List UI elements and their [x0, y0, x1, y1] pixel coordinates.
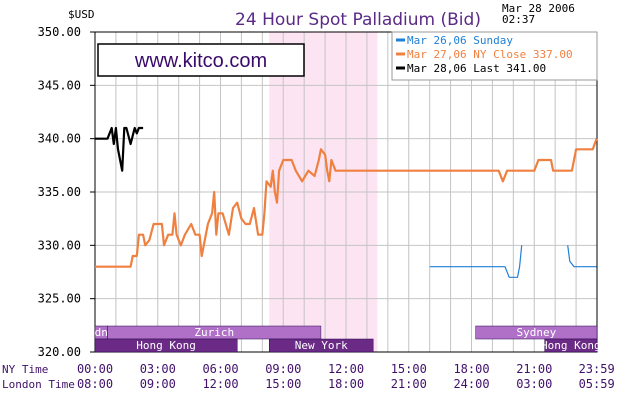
series-layer [95, 126, 598, 278]
x-tick-label-london: 05:59 [579, 377, 615, 391]
y-tick-label: 345.00 [38, 78, 81, 92]
legend-entry: Mar 26,06 Sunday [407, 34, 513, 47]
x-tick-label-ny: 18:00 [453, 362, 489, 376]
legend-entry: Mar 28,06 Last 341.00 [407, 62, 546, 75]
session-label: New York [295, 339, 348, 352]
x-row1-label: NY Time [2, 363, 48, 376]
brand-text: www.kitco.com [134, 50, 267, 72]
legend-box [391, 31, 598, 81]
x-tick-label-ny: 03:00 [140, 362, 176, 376]
session-bar [544, 338, 598, 353]
x-row2-label: London Time [2, 378, 75, 391]
chart-title: 24 Hour Spot Palladium (Bid) [235, 10, 481, 30]
legend-entry: Mar 27,06 NY Close 337.00 [407, 48, 573, 61]
session-bar [475, 325, 598, 340]
x-tick-label-ny: 00:00 [77, 362, 113, 376]
series-line [429, 245, 523, 278]
timestamp-date: Mar 28 2006 [502, 2, 575, 15]
y-tick-labels: 350.00 345.00 340.00 335.00 330.00 325.00 320.… [38, 25, 95, 359]
y-tick-label: 340.00 [38, 132, 81, 146]
session-label: Sydney [516, 326, 556, 339]
series-line [95, 126, 144, 172]
x-tick-labels: 00:0008:0003:0009:0006:0012:0009:0015:00… [77, 362, 615, 391]
x-tick-label-london: 24:00 [453, 377, 489, 391]
x-tick-label-london: 03:00 [516, 377, 552, 391]
x-tick-label-london: 08:00 [77, 377, 113, 391]
y-tick-label: 350.00 [38, 25, 81, 39]
x-tick-label-ny: 12:00 [328, 362, 364, 376]
y-tick-label: 335.00 [38, 185, 81, 199]
x-tick-label-london: 18:00 [328, 377, 364, 391]
x-tick-label-london: 12:00 [202, 377, 238, 391]
x-tick-label-london: 15:00 [265, 377, 301, 391]
x-tick-label-ny: 06:00 [202, 362, 238, 376]
session-bar [94, 338, 238, 353]
x-tick-label-london: 09:00 [140, 377, 176, 391]
x-tick-label-ny: 23:59 [579, 362, 615, 376]
session-bar [268, 338, 374, 353]
y-tick-label: 330.00 [38, 238, 81, 252]
y-tick-label: 320.00 [38, 345, 81, 359]
brand-box: www.kitco.com [97, 43, 305, 77]
series-line [567, 245, 597, 268]
grid-layer [95, 32, 597, 352]
series-line [95, 138, 598, 268]
x-tick-label-ny: 21:00 [516, 362, 552, 376]
y-tick-label: 325.00 [38, 292, 81, 306]
timestamp-time: 02:37 [502, 13, 535, 26]
session-label: Hong Kong [136, 339, 196, 352]
x-tick-label-ny: 15:00 [391, 362, 427, 376]
session-label: Hong Kong [541, 339, 601, 352]
y-unit-label: $USD [68, 8, 95, 21]
session-label: Zurich [194, 326, 234, 339]
x-tick-label-london: 21:00 [391, 377, 427, 391]
x-tick-label-ny: 09:00 [265, 362, 301, 376]
